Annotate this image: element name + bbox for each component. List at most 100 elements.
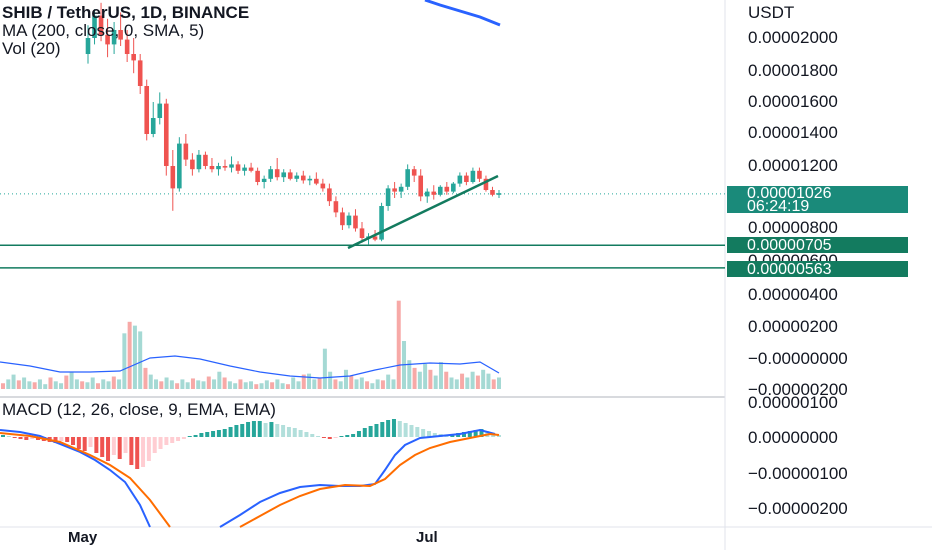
macd-bar [479, 429, 484, 437]
candle-body [353, 215, 358, 229]
macd-bar [310, 434, 315, 437]
candle-body [118, 30, 123, 40]
macd-bar [415, 427, 420, 437]
volume-bar [365, 381, 370, 389]
candle-body [137, 60, 143, 86]
macd-bar [76, 437, 81, 449]
macd-bar [351, 434, 356, 437]
volume-bar [37, 379, 42, 389]
macd-bar [426, 431, 431, 437]
volume-bar [227, 381, 232, 389]
candle-body [111, 30, 117, 45]
macd-bar [380, 422, 385, 437]
candlesticks [85, 2, 502, 245]
macd-bar [146, 437, 151, 461]
volume-bar [132, 325, 137, 389]
volume-bar [497, 377, 501, 389]
volume-bar [312, 379, 317, 389]
candle-body [457, 175, 463, 184]
volume-bar [1, 383, 5, 389]
volume-bar [138, 331, 143, 389]
candle-body [359, 228, 365, 238]
volume-bar [375, 379, 380, 389]
volume-legend[interactable]: Vol (20) [2, 39, 61, 58]
macd-bar [111, 437, 116, 455]
volume-bar [343, 369, 348, 389]
volume-bar [428, 369, 433, 389]
candle-body [327, 188, 332, 202]
macd-bar [386, 420, 391, 437]
candle-body [183, 143, 189, 160]
macd-bar [216, 430, 221, 437]
level-tag-0563: 0.00000563 [727, 261, 908, 278]
macd-bar [281, 425, 286, 437]
horizontal-levels[interactable] [0, 244, 725, 269]
volume-bar [85, 382, 90, 389]
macd-axis-label: −0.00000100 [748, 464, 848, 483]
candle-body [346, 215, 352, 226]
candle-body [229, 164, 234, 168]
price-axis-label: 0.00001800 [748, 61, 838, 80]
macd-bar [497, 435, 501, 437]
volume-bar [328, 371, 333, 389]
volume-bar [254, 384, 259, 389]
level-tag-0705: 0.00000705 [727, 237, 908, 254]
symbol-title[interactable]: SHIB / TetherUS, 1D, BINANCE [2, 3, 250, 22]
volume-bar [233, 383, 238, 389]
candle-body [483, 178, 489, 190]
candle-body [470, 170, 476, 182]
volume-bar [69, 371, 74, 389]
volume-bar [106, 381, 111, 389]
volume-bar [148, 374, 153, 389]
volume-ma-path [0, 355, 500, 379]
price-axis-label: −0.00000200 [748, 380, 848, 399]
candle-body [85, 38, 91, 54]
volume-bar [16, 380, 21, 389]
candle-body [451, 183, 456, 192]
candle-body [92, 15, 97, 38]
macd-legend[interactable]: MACD (12, 26, close, 9, EMA, EMA) [2, 400, 276, 419]
candle-body [431, 191, 437, 195]
macd-bar [164, 437, 169, 445]
candle-body [190, 159, 195, 170]
candle-body [124, 39, 130, 54]
candle-body [235, 164, 241, 171]
trendline[interactable] [347, 174, 499, 250]
time-label-may: May [68, 529, 98, 546]
macd-bar [18, 437, 23, 439]
macd-bar [321, 437, 326, 438]
volume-bar [222, 377, 227, 389]
macd-bar [222, 429, 227, 437]
candle-body [333, 201, 339, 213]
macd-bar [152, 437, 157, 453]
volume-bar [349, 375, 354, 389]
macd-bar [246, 422, 251, 437]
volume-bar [169, 380, 174, 389]
candle-body [131, 54, 136, 61]
candle-body [307, 178, 313, 181]
volume-bar [6, 379, 11, 389]
candle-body [216, 166, 221, 170]
volume-bar [90, 377, 95, 389]
volume-bar [296, 381, 301, 389]
macd-bar [12, 437, 17, 438]
candle-body [464, 175, 469, 182]
volume-bar [322, 348, 327, 389]
candle-body [163, 103, 169, 166]
macd-bar [106, 437, 111, 461]
volume-bar [59, 383, 64, 389]
volume-bar [481, 369, 486, 389]
macd-bar [269, 422, 274, 437]
macd-bar [158, 437, 163, 449]
volume-bar [48, 377, 53, 389]
countdown-timer: 06:24:19 [747, 198, 810, 215]
ma-legend[interactable]: MA (200, close, 0, SMA, 5) [2, 21, 205, 40]
candle-body [477, 170, 482, 179]
candle-body [157, 103, 163, 118]
price-axis-label: 0.00001200 [748, 156, 838, 175]
volume-bar [53, 381, 58, 389]
signal-line [0, 432, 171, 528]
macd-bar [176, 437, 181, 441]
